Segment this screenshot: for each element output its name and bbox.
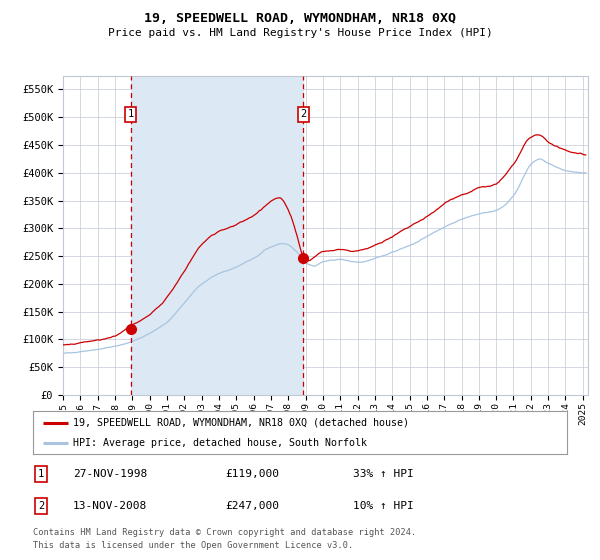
Text: 1: 1: [127, 109, 134, 119]
Text: 13-NOV-2008: 13-NOV-2008: [73, 501, 148, 511]
Text: 2: 2: [38, 501, 44, 511]
Text: Contains HM Land Registry data © Crown copyright and database right 2024.: Contains HM Land Registry data © Crown c…: [33, 528, 416, 536]
Text: 10% ↑ HPI: 10% ↑ HPI: [353, 501, 414, 511]
Text: £119,000: £119,000: [225, 469, 279, 479]
Text: 19, SPEEDWELL ROAD, WYMONDHAM, NR18 0XQ (detached house): 19, SPEEDWELL ROAD, WYMONDHAM, NR18 0XQ …: [73, 418, 409, 428]
Text: 19, SPEEDWELL ROAD, WYMONDHAM, NR18 0XQ: 19, SPEEDWELL ROAD, WYMONDHAM, NR18 0XQ: [144, 12, 456, 25]
Text: 27-NOV-1998: 27-NOV-1998: [73, 469, 148, 479]
Text: 33% ↑ HPI: 33% ↑ HPI: [353, 469, 414, 479]
Text: HPI: Average price, detached house, South Norfolk: HPI: Average price, detached house, Sout…: [73, 438, 367, 448]
Text: £247,000: £247,000: [225, 501, 279, 511]
Text: 2: 2: [300, 109, 307, 119]
Text: Price paid vs. HM Land Registry's House Price Index (HPI): Price paid vs. HM Land Registry's House …: [107, 28, 493, 38]
Text: This data is licensed under the Open Government Licence v3.0.: This data is licensed under the Open Gov…: [33, 541, 353, 550]
Text: 1: 1: [38, 469, 44, 479]
Bar: [131, 76, 304, 395]
